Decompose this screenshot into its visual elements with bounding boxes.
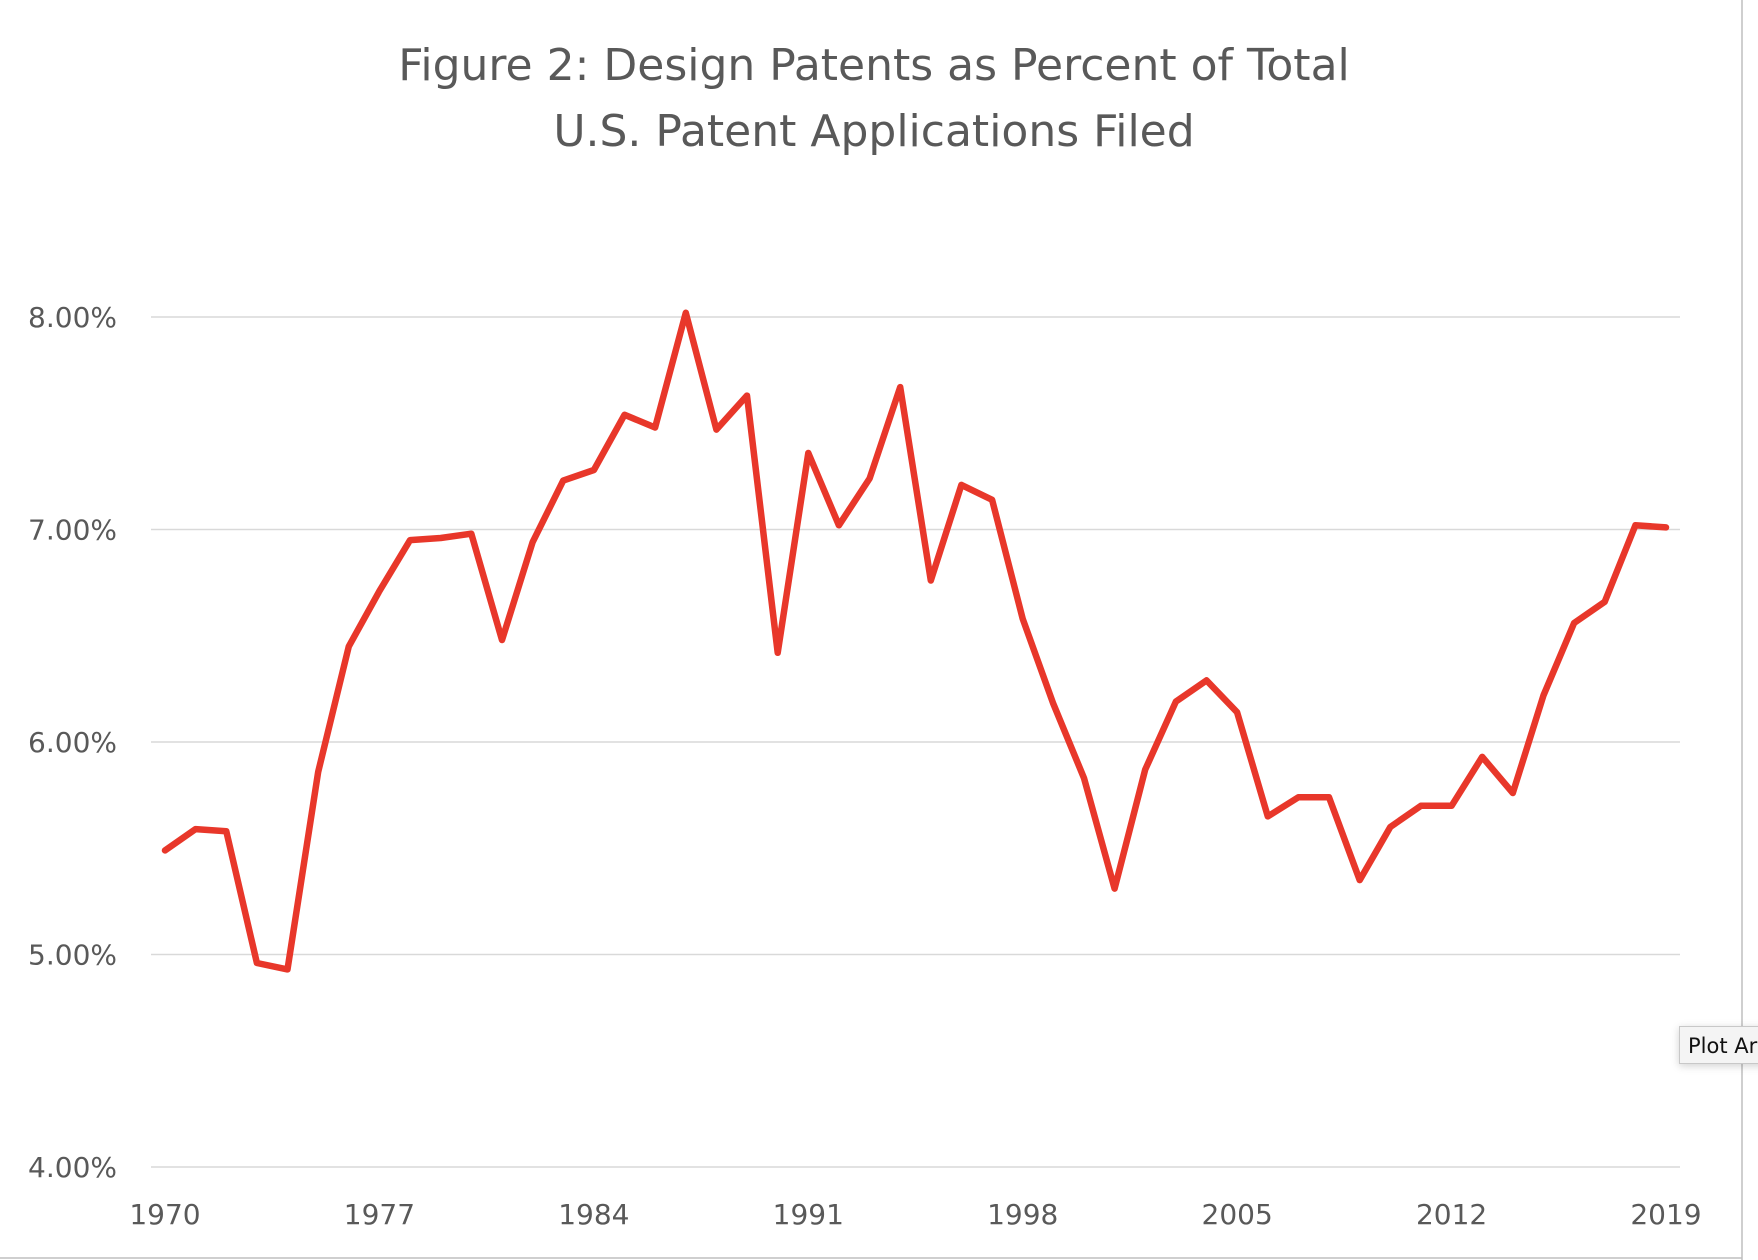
y-tick-label: 6.00%: [28, 726, 117, 759]
plot-area-tooltip: Plot Ar: [1679, 1026, 1758, 1064]
x-tick-label: 1991: [773, 1198, 844, 1231]
x-tick-label: 1970: [129, 1198, 200, 1231]
x-tick-label: 2019: [1630, 1198, 1701, 1231]
x-tick-label: 1998: [987, 1198, 1058, 1231]
x-tick-label: 1977: [344, 1198, 415, 1231]
y-tick-label: 7.00%: [28, 514, 117, 547]
y-tick-label: 8.00%: [28, 301, 117, 334]
chart-title-line-2: U.S. Patent Applications Filed: [553, 106, 1194, 157]
x-tick-label: 2012: [1416, 1198, 1487, 1231]
x-tick-label: 2005: [1202, 1198, 1273, 1231]
y-tick-label: 5.00%: [28, 939, 117, 972]
x-tick-label: 1984: [558, 1198, 629, 1231]
y-tick-label: 4.00%: [28, 1151, 117, 1184]
chart-title-line-1: Figure 2: Design Patents as Percent of T…: [398, 40, 1350, 91]
series-line[interactable]: [161, 309, 1670, 973]
